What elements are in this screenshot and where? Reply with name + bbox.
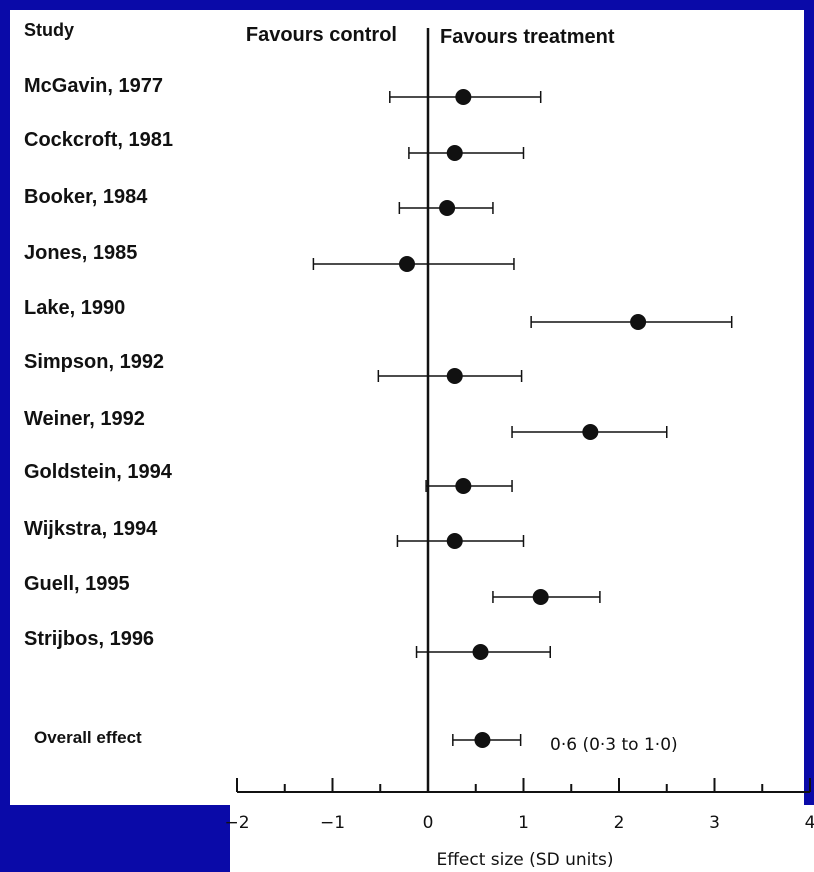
blue-frame-right [804,0,814,805]
study-rows: McGavin, 1977 Cockcroft, 1981 Booker, 1984… [24,75,733,660]
study-6-point [582,424,599,440]
study-10-point [472,644,489,660]
study-label: Wijkstra, 1994 [24,518,158,540]
x-tick-label: 4 [805,813,814,833]
study-label: Goldstein, 1994 [24,461,173,483]
study-3-point [398,256,415,272]
x-tick-label: −1 [320,813,345,833]
chart-panel [10,10,804,805]
study-label: Cockcroft, 1981 [24,129,173,151]
x-tick-label: 2 [614,813,625,833]
blue-frame-bottom-left [0,805,230,872]
favours-treatment-label: Favours treatment [440,26,615,48]
blue-frame-top [0,0,814,10]
study-label: Simpson, 1992 [24,351,164,373]
overall-point [474,732,491,748]
study-4-point [630,314,647,330]
study-8-point [446,533,463,549]
study-5-point [446,368,463,384]
study-label: Jones, 1985 [24,242,137,264]
study-label: Strijbos, 1996 [24,628,154,650]
overall-effect-annotation: 0·6 (0·3 to 1·0) [550,735,678,755]
x-tick-label: 3 [709,813,720,833]
study-0-point [455,89,472,105]
study-9-point [532,589,549,605]
study-1-point [446,145,463,161]
study-7-point [455,478,472,494]
overall-effect-label: Overall effect [34,728,142,747]
x-axis: −2 −1 0 1 2 3 4 [224,778,814,833]
study-label: Guell, 1995 [24,573,130,595]
favours-control-label: Favours control [246,24,397,46]
study-label: Lake, 1990 [24,297,125,319]
study-column-header: Study [24,20,74,40]
study-2-point [439,200,456,216]
x-tick-label: 0 [423,813,434,833]
study-label: Booker, 1984 [24,186,148,208]
x-tick-label: −2 [224,813,249,833]
study-label: McGavin, 1977 [24,75,163,97]
overall-effect-row: Overall effect 0·6 (0·3 to 1·0) [34,728,678,755]
study-label: Weiner, 1992 [24,408,145,430]
x-tick-label: 1 [518,813,529,833]
x-axis-label: Effect size (SD units) [436,850,613,870]
